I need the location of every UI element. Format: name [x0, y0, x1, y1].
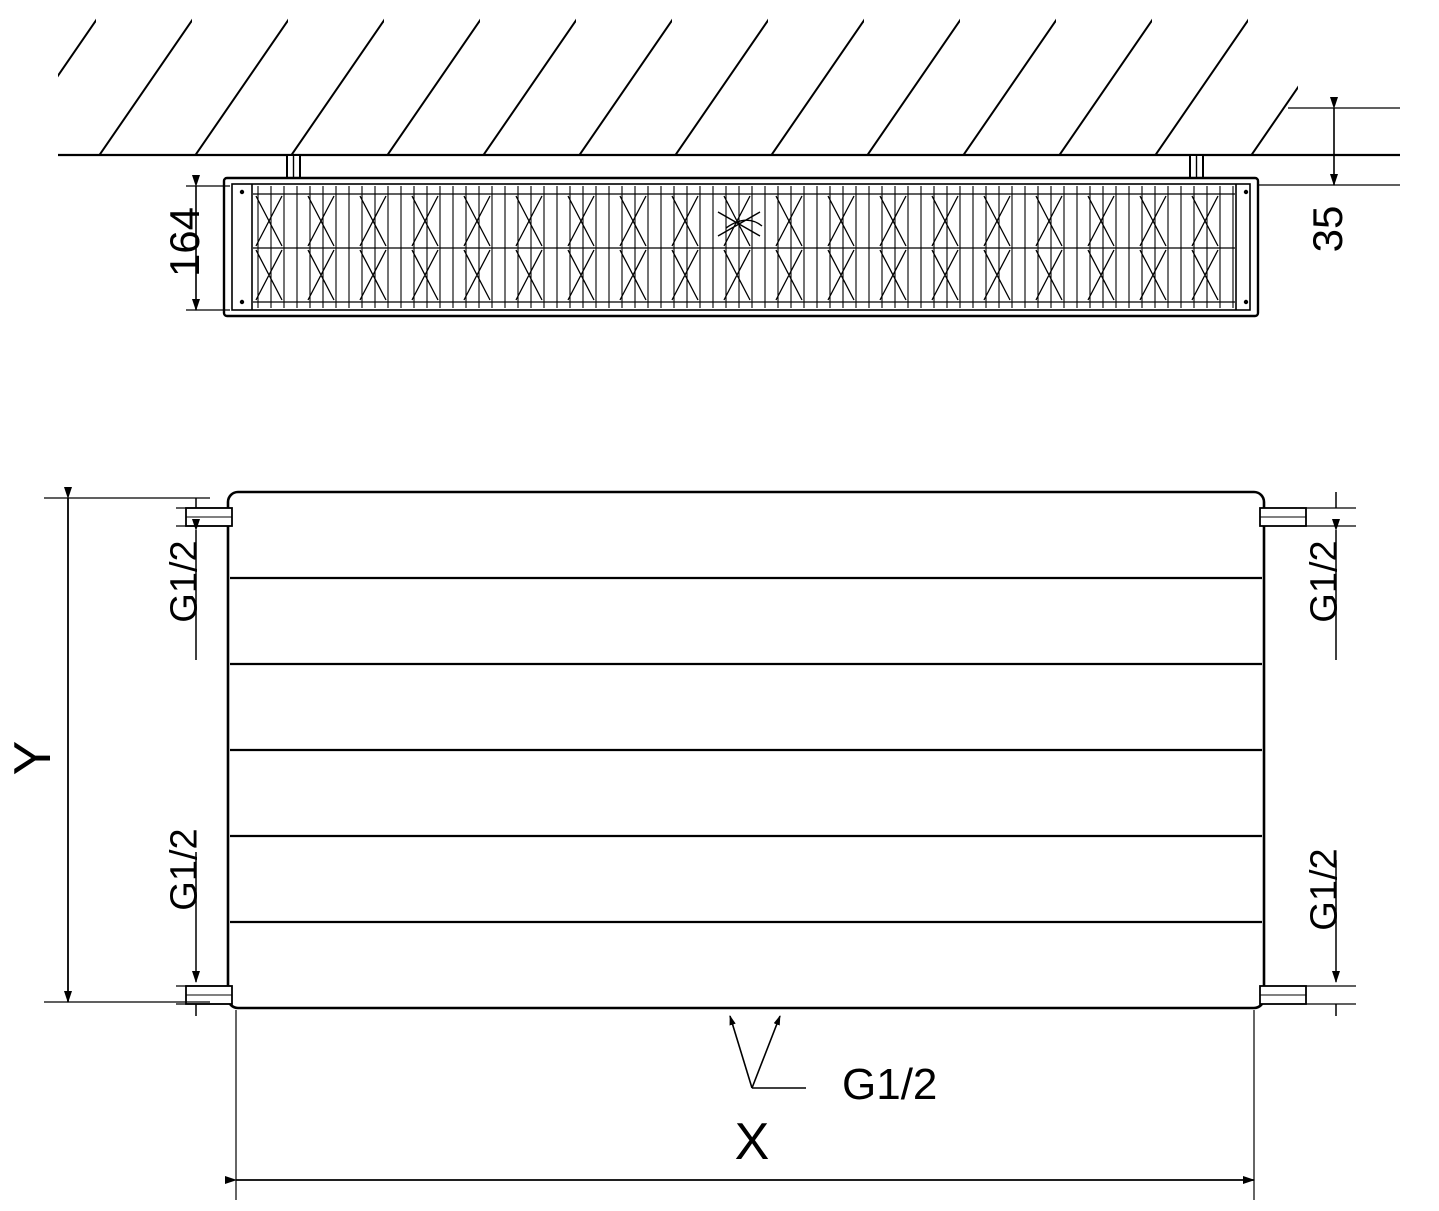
dim-35 [1258, 97, 1400, 186]
dim-label-Y: Y [4, 740, 62, 776]
dim-g12-bottom-right [1300, 860, 1356, 1016]
conn-label-top-right: G1/2 [1303, 540, 1346, 623]
convector-fins [253, 186, 1235, 308]
conn-label-bottom-left: G1/2 [163, 828, 206, 911]
dim-g12-top-right [1300, 492, 1356, 660]
top-section-view [58, 0, 1400, 318]
conn-label-top-left: G1/2 [163, 540, 206, 623]
dim-Y [44, 487, 210, 1003]
dim-label-164: 164 [161, 206, 208, 278]
dim-164 [186, 175, 230, 311]
conn-label-callout: G1/2 [842, 1060, 938, 1109]
connection-stubs [185, 507, 1307, 1005]
dim-g12-bottom-left [176, 852, 230, 1016]
dim-label-X: X [734, 1113, 770, 1171]
dim-g12-top-left [176, 498, 230, 660]
conn-label-bottom-right: G1/2 [1303, 848, 1346, 931]
front-elevation-view [44, 487, 1356, 1200]
panel-grooves [230, 576, 1262, 924]
leader-g12-callout [729, 1015, 806, 1089]
wall-hatching [58, 0, 1298, 155]
dim-X [225, 1010, 1255, 1200]
dim-label-35: 35 [1304, 205, 1351, 253]
